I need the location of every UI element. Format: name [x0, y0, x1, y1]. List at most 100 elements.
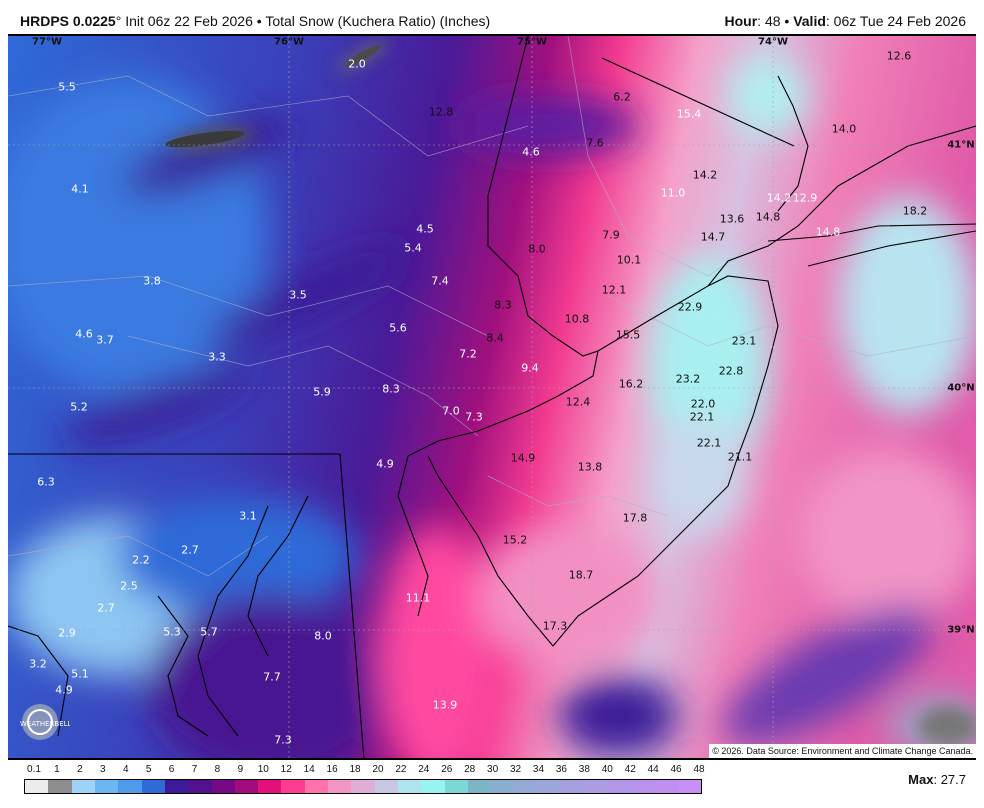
colorbar-swatch: [328, 780, 352, 793]
snow-total-label: 4.6: [75, 327, 93, 341]
latitude-label: 41°N: [947, 139, 975, 151]
snow-total-label: 13.8: [577, 460, 603, 474]
snow-total-label: 2.7: [97, 601, 115, 615]
colorbar-tick-label: 8: [214, 764, 221, 775]
snow-total-label: 12.4: [565, 395, 591, 409]
colorbar-swatch: [48, 780, 72, 793]
snow-total-label: 5.6: [389, 321, 407, 335]
snowfall-map: 2.0 5.5 12.8 6.2 15.4 12.6 14.0 4.6 7.6 14.2 4.1 11…: [8, 34, 976, 760]
snow-total-label: 3.8: [143, 274, 161, 288]
valid-time-info: Hour: 48 • Valid: 06z Tue 24 Feb 2026: [724, 13, 966, 29]
max-label: Max: [908, 772, 934, 787]
snow-total-label: 17.3: [542, 619, 568, 633]
latitude-label: 40°N: [947, 382, 975, 394]
snow-total-label: 5.1: [71, 667, 89, 681]
snow-total-label: 2.2: [132, 553, 150, 567]
snow-total-label: 15.2: [502, 533, 528, 547]
snow-total-label: 3.7: [96, 333, 114, 347]
snow-total-label: 8.0: [528, 242, 546, 256]
snow-total-label: 3.2: [29, 657, 47, 671]
snow-total-label: 4.5: [416, 222, 434, 236]
model-name: HRDPS 0.0225: [20, 13, 116, 29]
latitude-label: 39°N: [947, 624, 975, 636]
colorbar-swatch: [304, 780, 329, 793]
longitude-label: 77°W: [32, 36, 62, 48]
colorbar-tick-label: 28: [464, 764, 476, 775]
graticule: [8, 36, 976, 758]
snow-total-label: 15.5: [615, 328, 641, 342]
colorbar-swatch: [607, 780, 632, 793]
colorbar-tick-label: 4: [122, 764, 129, 775]
snow-total-label: 2.9: [58, 626, 76, 640]
colorbar-tick-label: 48: [693, 764, 705, 775]
snow-total-label: 2.7: [181, 543, 199, 557]
max-value: Max: 27.7: [908, 772, 966, 787]
valid-label: Valid: [793, 13, 826, 29]
colorbar-swatch: [374, 780, 398, 793]
colorbar-swatch: [281, 780, 305, 793]
snow-total-label: 2.5: [120, 579, 138, 593]
colorbar-swatch: [584, 780, 608, 793]
snow-total-label: 7.2: [459, 347, 477, 361]
copyright-notice: © 2026. Data Source: Environment and Cli…: [709, 744, 976, 758]
colorbar-swatch: [234, 780, 259, 793]
snow-total-label: 12.1: [601, 283, 627, 297]
snow-total-label: 8.3: [382, 382, 400, 396]
colorbar-tick-label: 34: [532, 764, 545, 775]
snow-total-label: 4.6: [522, 145, 540, 159]
colorbar-swatch: [118, 780, 142, 793]
snow-total-label: 7.7: [263, 670, 281, 684]
snow-total-label: 12.9: [792, 191, 818, 205]
colorbar-tick-label: 26: [441, 764, 453, 775]
snow-total-label: 5.7: [200, 625, 218, 639]
snow-total-label: 18.2: [902, 204, 928, 218]
colorbar-swatch: [514, 780, 538, 793]
colorbar-swatch: [188, 780, 212, 793]
colorbar-swatch: [141, 780, 165, 793]
header: HRDPS 0.0225° Init 06z 22 Feb 2026 • Tot…: [0, 0, 984, 34]
map-title: HRDPS 0.0225° Init 06z 22 Feb 2026 • Tot…: [20, 13, 490, 29]
colorbar-swatch: [444, 780, 468, 793]
colorbar-tick-label: 6: [168, 764, 175, 775]
colorbar-tick-label: 14: [303, 764, 315, 775]
snow-total-label: 14.8: [755, 210, 781, 224]
snow-total-label: 7.3: [465, 410, 483, 424]
valid-time: 06z Tue 24 Feb 2026: [833, 13, 966, 29]
colorbar-tick-label: 36: [555, 764, 567, 775]
snow-total-label: 14.9: [510, 451, 536, 465]
snow-total-label: 7.3: [274, 733, 292, 747]
snow-total-label: 21.1: [727, 450, 753, 464]
colorbar-tick-label: 10: [257, 764, 269, 775]
snow-total-label: 5.3: [163, 625, 181, 639]
snow-total-label: 22.9: [677, 300, 703, 314]
colorbar-tick-label: 3: [100, 764, 106, 775]
snow-total-label: 14.7: [700, 230, 726, 244]
longitude-label: 75°W: [517, 36, 547, 48]
snow-total-label: 22.1: [696, 436, 722, 450]
colorbar-tick-label: 30: [487, 764, 499, 775]
colorbar-tick-label: 1: [54, 764, 60, 775]
snow-total-label: 8.3: [494, 298, 512, 312]
separator: •: [784, 13, 790, 29]
longitude-label: 76°W: [274, 36, 304, 48]
snow-total-label: 7.9: [602, 228, 620, 242]
snow-total-label: 23.2: [675, 372, 701, 386]
snow-total-label: 22.8: [718, 364, 744, 378]
snow-total-label: 7.6: [586, 136, 604, 150]
snow-total-label: 14.2: [692, 168, 718, 182]
colorbar-tick-label: 24: [418, 764, 430, 775]
colorbar-tick-label: 0.1: [27, 764, 41, 775]
snow-total-label: 3.1: [239, 509, 257, 523]
snow-total-label: 16.2: [618, 377, 644, 391]
colorbar-swatch: [631, 780, 655, 793]
snow-total-label: 22.1: [689, 410, 715, 424]
colorbar-tick-label: 16: [326, 764, 338, 775]
colorbar-tick-label: 44: [647, 764, 659, 775]
snow-total-label: 13.6: [719, 212, 745, 226]
colorbar-tick-label: 22: [395, 764, 407, 775]
snow-total-label: 14.0: [831, 122, 857, 136]
colorbar-swatch: [94, 780, 119, 793]
forecast-hour: 48: [764, 13, 781, 29]
snow-total-label: 6.2: [613, 90, 631, 104]
snow-total-label: 10.8: [564, 312, 590, 326]
